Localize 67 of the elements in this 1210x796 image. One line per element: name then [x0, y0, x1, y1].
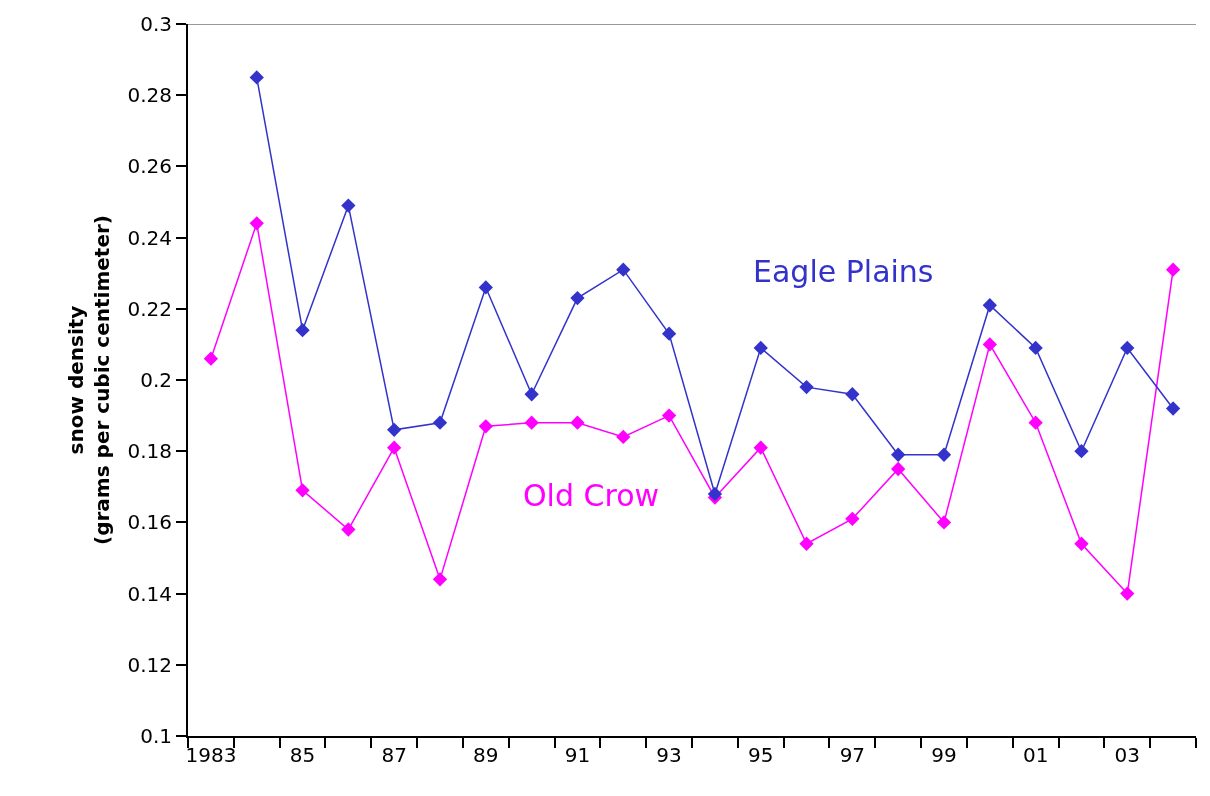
point: [203, 351, 219, 366]
y-tick-label: 0.1: [140, 724, 172, 748]
point: [249, 70, 264, 85]
x-tick-label: 01: [1022, 743, 1049, 767]
y-tick-label: 0.26: [127, 154, 172, 179]
point: [1165, 401, 1181, 416]
point: [1028, 340, 1043, 356]
x-tick-label: 97: [839, 743, 866, 767]
y-tick-label: 0.16: [127, 510, 172, 535]
point: [387, 440, 402, 455]
point: [478, 419, 493, 434]
x-tick-label: 91: [564, 743, 591, 767]
point: [1074, 444, 1089, 459]
point: [616, 429, 631, 445]
y-tick-label: 0.18: [127, 439, 172, 464]
x-tick-label: 93: [656, 743, 682, 767]
x-tick-label: 87: [381, 743, 407, 767]
point: [1074, 536, 1089, 551]
y-tick-label: 0.28: [127, 83, 172, 108]
x-tick-label: 95: [748, 743, 774, 767]
point: [707, 486, 723, 502]
point: [341, 198, 356, 213]
y-tick-label: 0.3: [140, 12, 172, 36]
point: [936, 447, 952, 462]
point: [753, 340, 768, 356]
point: [1028, 415, 1043, 430]
point: [387, 422, 402, 437]
point: [249, 216, 264, 231]
point: [661, 326, 677, 341]
point: [1120, 340, 1135, 356]
x-tick-label: 89: [473, 743, 499, 767]
y-tick-label: 0.24: [127, 225, 172, 250]
series-label: Eagle Plains: [753, 254, 934, 289]
point: [799, 379, 814, 395]
point: [1120, 586, 1135, 601]
x-tick-label: 1983: [185, 743, 237, 767]
point: [891, 461, 906, 477]
point: [524, 415, 539, 430]
series-label: Old Crow: [523, 478, 660, 513]
point: [799, 536, 814, 551]
point: [845, 511, 860, 526]
point: [570, 415, 585, 430]
point: [845, 387, 860, 402]
x-tick-label: 03: [1114, 743, 1140, 767]
point: [295, 323, 310, 338]
y-tick-label: 0.22: [127, 296, 172, 321]
point: [982, 337, 997, 352]
point: [1165, 262, 1181, 277]
point: [478, 280, 493, 295]
point: [616, 262, 631, 277]
x-tick-label: 99: [931, 743, 957, 767]
y-tick-label: 0.14: [127, 581, 172, 606]
point: [753, 440, 768, 455]
y-tick-label: 0.12: [127, 652, 172, 677]
point: [982, 298, 997, 313]
point: [432, 415, 448, 430]
point: [891, 447, 906, 462]
x-tick-label: 85: [289, 743, 316, 767]
point: [570, 290, 585, 306]
point: [936, 515, 952, 530]
point: [295, 483, 310, 498]
point: [432, 572, 448, 587]
y-axis-title: snow density (grams per cubic centimeter): [64, 215, 115, 545]
point: [661, 408, 677, 423]
y-tick-label: 0.2: [140, 368, 172, 392]
point: [341, 522, 356, 537]
point: [524, 387, 539, 402]
